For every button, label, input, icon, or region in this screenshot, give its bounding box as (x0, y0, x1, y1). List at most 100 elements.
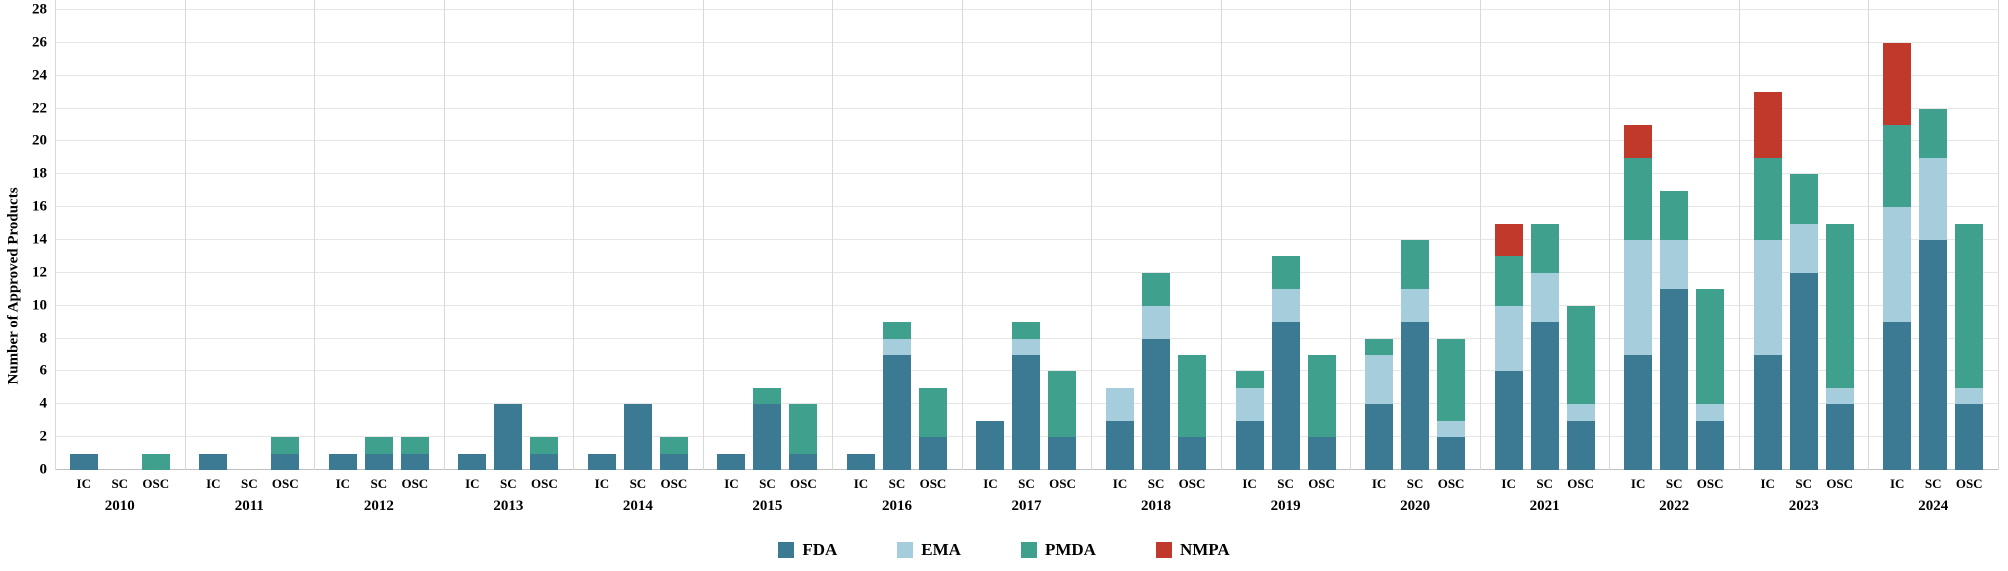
bar-segment-fda (1955, 404, 1983, 470)
bar-segment-pmda (1437, 339, 1465, 421)
year-label: 2022 (1609, 498, 1739, 515)
legend-swatch (778, 542, 794, 558)
category-label: SC (365, 476, 393, 492)
bar-segment-fda (1624, 355, 1652, 470)
bar-segment-nmpa (1624, 125, 1652, 158)
legend-swatch (1156, 542, 1172, 558)
category-label: OSC (401, 476, 429, 492)
category-label: OSC (919, 476, 947, 492)
bar-segment-ema (1106, 388, 1134, 421)
bar-segment-pmda (1236, 371, 1264, 387)
category-label: OSC (1696, 476, 1724, 492)
year-label: 2019 (1221, 498, 1351, 515)
category-label: SC (1919, 476, 1947, 492)
category-label: OSC (1826, 476, 1854, 492)
bar-segment-pmda (1012, 322, 1040, 338)
bar (1495, 224, 1523, 470)
bar-segment-pmda (753, 388, 781, 404)
bar (1437, 339, 1465, 470)
bar-segment-pmda (1272, 256, 1300, 289)
bar (365, 437, 393, 470)
bars-row (185, 10, 315, 470)
bar-segment-pmda (1531, 224, 1559, 273)
bar-segment-ema (1883, 207, 1911, 322)
category-label: IC (588, 476, 616, 492)
bar-segment-ema (1142, 306, 1170, 339)
bar-segment-pmda (1826, 224, 1854, 388)
bar-segment-ema (1567, 404, 1595, 420)
chart-container: Number of Approved Products 024681012141… (0, 0, 2008, 571)
bar (1883, 43, 1911, 470)
bar-segment-fda (199, 454, 227, 470)
bar-segment-fda (1883, 322, 1911, 470)
bar-segment-pmda (1660, 191, 1688, 240)
bar (199, 454, 227, 470)
bar-segment-fda (401, 454, 429, 470)
y-tick-label: 4 (40, 396, 48, 413)
y-axis-title: Number of Approved Products (6, 187, 23, 384)
bar (1919, 109, 1947, 470)
bar-segment-pmda (919, 388, 947, 437)
y-tick-label: 16 (32, 199, 47, 216)
bars-row (573, 10, 703, 470)
bar-segment-ema (1437, 421, 1465, 437)
year-label: 2024 (1868, 498, 1998, 515)
y-tick-label: 22 (32, 100, 47, 117)
bar-segment-pmda (1790, 174, 1818, 223)
bar (458, 454, 486, 470)
year-group: ICSCOSC2018 (1091, 10, 1221, 470)
bar-segment-pmda (1048, 371, 1076, 437)
category-label: OSC (1308, 476, 1336, 492)
bar (329, 454, 357, 470)
category-label: OSC (1437, 476, 1465, 492)
year-group: ICSCOSC2013 (444, 10, 574, 470)
category-label: SC (753, 476, 781, 492)
bar-segment-nmpa (1754, 92, 1782, 158)
bar (1567, 306, 1595, 470)
year-label: 2021 (1480, 498, 1610, 515)
category-label: SC (624, 476, 652, 492)
bar-segment-fda (70, 454, 98, 470)
bar-segment-fda (1495, 371, 1523, 470)
bar-segment-fda (976, 421, 1004, 470)
category-label: SC (1531, 476, 1559, 492)
bar-segment-pmda (883, 322, 911, 338)
bar-segment-fda (1754, 355, 1782, 470)
bars-row (444, 10, 574, 470)
year-group: ICSCOSC2016 (832, 10, 962, 470)
bars-row (1091, 10, 1221, 470)
bar-segment-fda (1531, 322, 1559, 470)
bar (142, 454, 170, 470)
bar (271, 437, 299, 470)
category-label: OSC (1567, 476, 1595, 492)
bar (1178, 355, 1206, 470)
y-tick-label: 2 (40, 429, 48, 446)
bar-segment-pmda (1567, 306, 1595, 405)
category-label: IC (847, 476, 875, 492)
bar-segment-fda (1437, 437, 1465, 470)
category-label: SC (1660, 476, 1688, 492)
legend-item-nmpa: NMPA (1156, 540, 1230, 560)
bar-segment-fda (1012, 355, 1040, 470)
bar (1236, 371, 1264, 470)
bar (70, 454, 98, 470)
legend-item-ema: EMA (897, 540, 961, 560)
bar-segment-fda (365, 454, 393, 470)
y-tick-label: 6 (40, 363, 48, 380)
bar-segment-ema (1955, 388, 1983, 404)
bars-row (832, 10, 962, 470)
year-group: ICSCOSC2023 (1739, 10, 1869, 470)
bar (1826, 224, 1854, 470)
category-label: SC (1401, 476, 1429, 492)
bar (883, 322, 911, 470)
bar-segment-ema (1919, 158, 1947, 240)
bar-segment-ema (1012, 339, 1040, 355)
year-group: ICSCOSC2015 (703, 10, 833, 470)
y-tick-label: 8 (40, 330, 48, 347)
y-tick-label: 28 (32, 2, 47, 19)
bar-segment-pmda (365, 437, 393, 453)
bar (1308, 355, 1336, 470)
y-tick-label: 18 (32, 166, 47, 183)
bar-segment-pmda (401, 437, 429, 453)
bars-row (1868, 10, 1998, 470)
